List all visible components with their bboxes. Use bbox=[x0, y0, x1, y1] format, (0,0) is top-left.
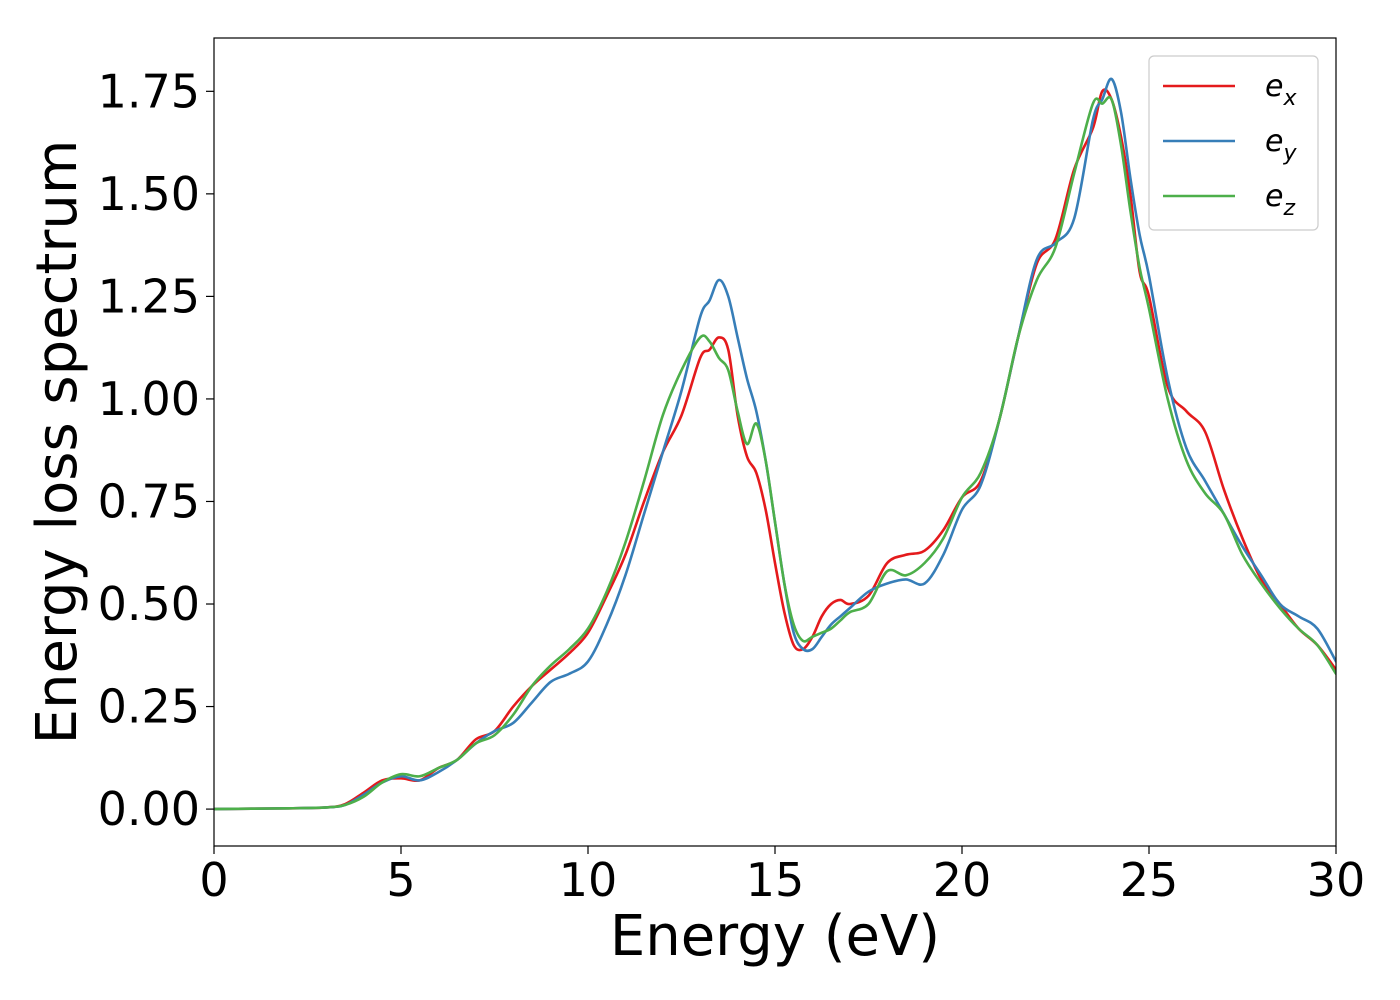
y-tick-label: 0.75 bbox=[98, 474, 200, 528]
y-tick-label: 1.00 bbox=[98, 372, 200, 426]
x-tick-label: 15 bbox=[746, 853, 805, 907]
y-tick-label: 1.25 bbox=[98, 269, 200, 323]
x-tick-label: 30 bbox=[1307, 853, 1366, 907]
legend-label-base: e bbox=[1265, 179, 1283, 214]
legend-label-x: ex bbox=[1265, 69, 1297, 111]
x-tick-label: 5 bbox=[386, 853, 415, 907]
x-tick-label: 20 bbox=[933, 853, 992, 907]
series-layer bbox=[214, 77, 1336, 811]
y-tick-label: 1.75 bbox=[98, 64, 200, 118]
legend-label-base: e bbox=[1265, 69, 1283, 104]
y-tick-label: 0.25 bbox=[98, 680, 200, 734]
legend-box bbox=[1148, 55, 1319, 231]
y-axis: 0.00 0.25 0.50 0.75 1.00 1.25 1.50 1.75 bbox=[98, 64, 214, 836]
legend-label-subscript: z bbox=[1282, 196, 1295, 221]
x-tick-label: 25 bbox=[1120, 853, 1179, 907]
series-line-y bbox=[214, 77, 1336, 811]
legend-label-z: ez bbox=[1265, 179, 1295, 221]
legend-label-y: ey bbox=[1265, 124, 1297, 166]
x-tick-label: 10 bbox=[559, 853, 618, 907]
y-tick-label: 1.50 bbox=[98, 167, 200, 221]
y-tick-label: 0.50 bbox=[98, 577, 200, 631]
legend-label-subscript: x bbox=[1282, 86, 1297, 111]
y-axis-title: Energy loss spectrum bbox=[25, 140, 90, 745]
x-axis-title: Energy (eV) bbox=[610, 904, 940, 969]
legend-label-subscript: y bbox=[1282, 141, 1297, 166]
y-tick-label: 0.00 bbox=[98, 782, 200, 836]
series-line-z bbox=[214, 95, 1336, 811]
x-tick-label: 0 bbox=[199, 853, 228, 907]
legend-label-base: e bbox=[1265, 124, 1283, 159]
x-axis: 0 5 10 15 20 25 30 bbox=[199, 846, 1365, 907]
